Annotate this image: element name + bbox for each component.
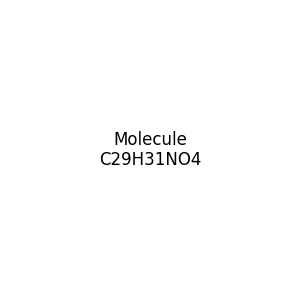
Text: Molecule
C29H31NO4: Molecule C29H31NO4	[99, 130, 201, 170]
